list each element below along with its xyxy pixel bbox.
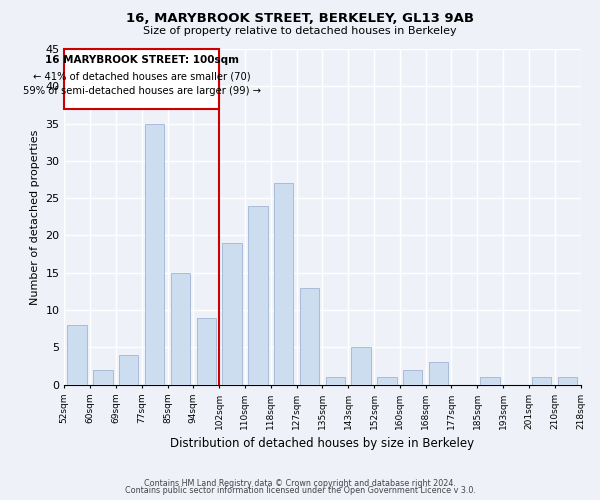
Y-axis label: Number of detached properties: Number of detached properties [30, 129, 40, 304]
Text: Contains public sector information licensed under the Open Government Licence v : Contains public sector information licen… [125, 486, 475, 495]
Bar [326, 377, 345, 384]
Bar [223, 243, 242, 384]
Bar [403, 370, 422, 384]
Bar [481, 377, 500, 384]
Bar [300, 288, 319, 384]
Bar [119, 355, 139, 384]
Text: Contains HM Land Registry data © Crown copyright and database right 2024.: Contains HM Land Registry data © Crown c… [144, 478, 456, 488]
Bar [248, 206, 268, 384]
Bar [558, 377, 577, 384]
X-axis label: Distribution of detached houses by size in Berkeley: Distribution of detached houses by size … [170, 437, 475, 450]
Text: ← 41% of detached houses are smaller (70): ← 41% of detached houses are smaller (70… [33, 72, 251, 82]
Text: 59% of semi-detached houses are larger (99) →: 59% of semi-detached houses are larger (… [23, 86, 260, 97]
Bar [532, 377, 551, 384]
Bar [145, 124, 164, 384]
Text: 16 MARYBROOK STREET: 100sqm: 16 MARYBROOK STREET: 100sqm [44, 55, 239, 65]
Bar [274, 184, 293, 384]
Bar [197, 318, 216, 384]
Bar [67, 325, 87, 384]
Bar [93, 370, 113, 384]
Bar [171, 273, 190, 384]
Text: 16, MARYBROOK STREET, BERKELEY, GL13 9AB: 16, MARYBROOK STREET, BERKELEY, GL13 9AB [126, 12, 474, 26]
Bar [429, 362, 448, 384]
Text: Size of property relative to detached houses in Berkeley: Size of property relative to detached ho… [143, 26, 457, 36]
FancyBboxPatch shape [64, 49, 219, 108]
Bar [352, 348, 371, 385]
Bar [377, 377, 397, 384]
